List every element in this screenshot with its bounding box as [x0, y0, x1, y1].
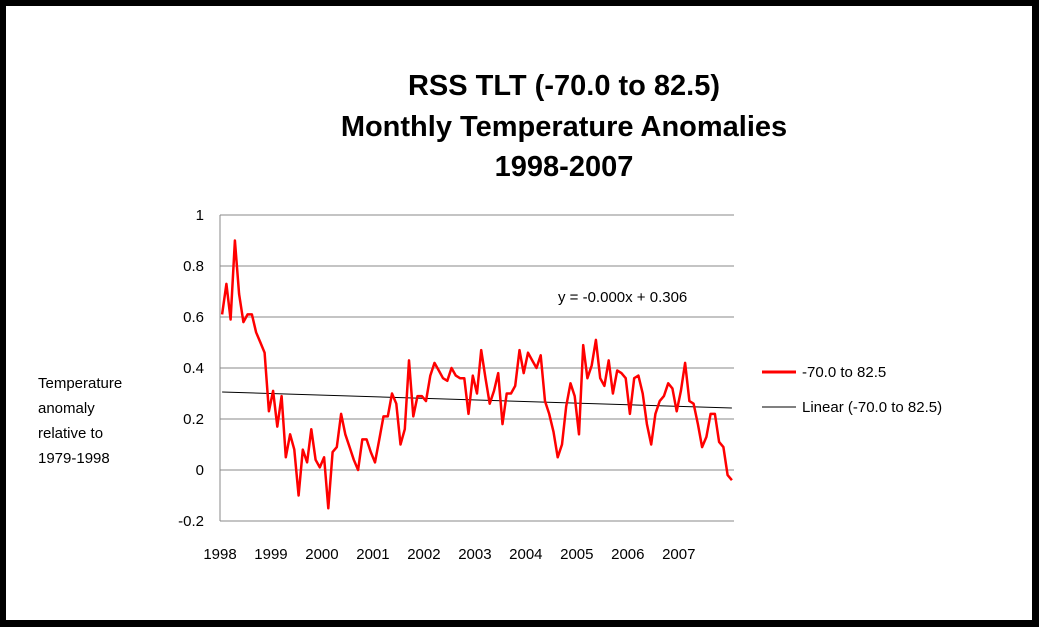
x-tick-label: 2004 — [509, 546, 542, 563]
y-axis-label-line-1: Temperature — [38, 375, 122, 392]
x-tick-label: 2002 — [407, 546, 440, 563]
x-tick-label: 2006 — [611, 546, 644, 563]
x-tick-labels: 1998 1999 2000 2001 2002 2003 2004 2005 2006 2007 — [203, 546, 695, 563]
legend-label-series-2: Linear (-70.0 to 82.5) — [802, 399, 942, 416]
trendline — [222, 391, 732, 409]
x-tick-label: 1998 — [203, 546, 236, 563]
y-tick-label: 0.4 — [183, 360, 204, 377]
y-axis-label-line-3: relative to — [38, 425, 103, 442]
y-tick-labels: 1 0.8 0.6 0.4 0.2 0 -0.2 — [178, 207, 204, 530]
y-tick-label: 1 — [196, 207, 204, 224]
chart-title-line-3: 1998-2007 — [495, 151, 634, 183]
y-tick-label: 0.6 — [183, 309, 204, 326]
x-tick-label: 2003 — [458, 546, 491, 563]
gridlines — [220, 214, 734, 522]
x-tick-label: 2001 — [356, 546, 389, 563]
legend: -70.0 to 82.5 Linear (-70.0 to 82.5) — [762, 364, 942, 416]
legend-label-series-1: -70.0 to 82.5 — [802, 364, 886, 381]
y-tick-label: 0 — [196, 462, 204, 479]
series-line-anomaly — [220, 239, 733, 510]
y-axis-label-line-4: 1979-1998 — [38, 450, 110, 467]
x-tick-label: 2007 — [662, 546, 695, 563]
x-tick-label: 2000 — [305, 546, 338, 563]
x-tick-label: 1999 — [254, 546, 287, 563]
y-tick-label: 0.8 — [183, 258, 204, 275]
y-axis-label-line-2: anomaly — [38, 400, 95, 417]
y-tick-label: -0.2 — [178, 513, 204, 530]
x-tick-label: 2005 — [560, 546, 593, 563]
trendline-equation: y = -0.000x + 0.306 — [558, 289, 687, 306]
chart-title-line-1: RSS TLT (-70.0 to 82.5) — [408, 70, 720, 102]
series-layer — [220, 239, 733, 510]
chart-frame: RSS TLT (-70.0 to 82.5) Monthly Temperat… — [6, 6, 1032, 620]
y-tick-label: 0.2 — [183, 411, 204, 428]
chart-title-line-2: Monthly Temperature Anomalies — [341, 111, 787, 143]
chart-svg: RSS TLT (-70.0 to 82.5) Monthly Temperat… — [38, 70, 942, 563]
